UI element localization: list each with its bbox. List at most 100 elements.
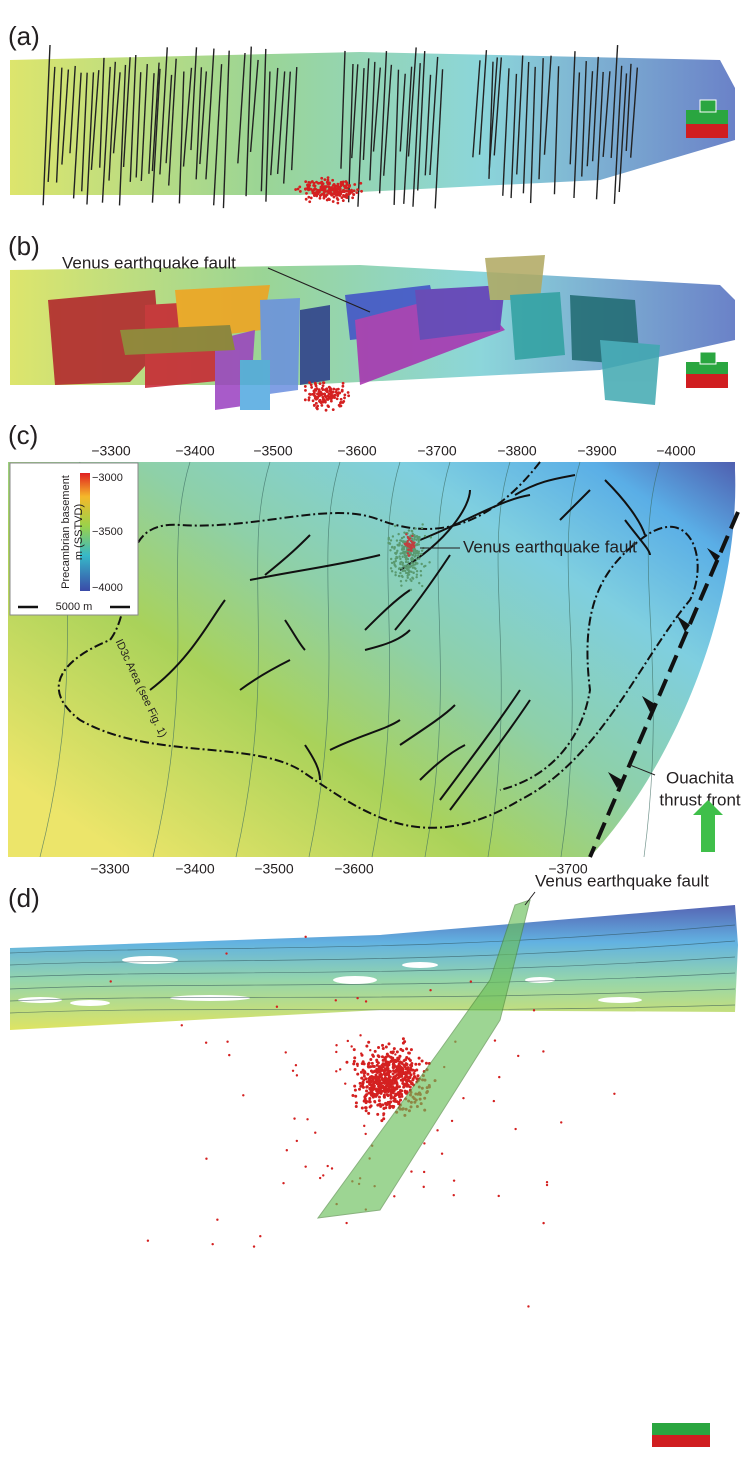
event xyxy=(400,584,402,586)
event xyxy=(322,381,325,384)
event xyxy=(386,1053,389,1056)
event xyxy=(354,1095,357,1098)
event xyxy=(414,527,416,529)
event xyxy=(389,1056,392,1059)
event xyxy=(436,1129,438,1131)
event xyxy=(362,1086,365,1089)
event xyxy=(368,1099,370,1101)
event xyxy=(323,193,326,196)
event xyxy=(410,580,412,582)
page: {"panels": [ {"label": "(a)"}, {"label":… xyxy=(0,0,748,1480)
event xyxy=(352,193,355,196)
event xyxy=(415,552,417,554)
event xyxy=(451,1120,453,1122)
event xyxy=(211,1243,213,1245)
event xyxy=(415,539,417,541)
event xyxy=(336,197,339,200)
event xyxy=(343,393,346,396)
event xyxy=(394,1100,397,1103)
event xyxy=(367,1065,370,1068)
event xyxy=(325,388,328,391)
figure: (a) (b) Venus earthquake fault (c) xyxy=(0,0,748,1480)
event xyxy=(327,198,330,201)
panel-label: (b) xyxy=(8,231,40,261)
event xyxy=(205,1042,207,1044)
event xyxy=(226,1041,228,1043)
colorbar-title: Precambrian basement xyxy=(60,475,72,589)
event xyxy=(423,1142,425,1144)
event xyxy=(332,408,335,411)
event xyxy=(371,1053,374,1056)
event xyxy=(327,190,330,193)
event xyxy=(339,402,342,405)
event xyxy=(410,589,412,591)
event xyxy=(345,1222,347,1224)
event xyxy=(395,1070,398,1073)
event xyxy=(321,396,324,399)
event xyxy=(514,1128,516,1130)
event xyxy=(304,385,307,388)
colorbar-tick: −3000 xyxy=(92,472,123,484)
event xyxy=(387,1072,390,1075)
event xyxy=(367,1041,370,1044)
event xyxy=(304,188,307,191)
orientation-cube xyxy=(652,1423,710,1447)
event xyxy=(378,1099,381,1102)
event xyxy=(110,980,112,982)
event xyxy=(335,999,337,1001)
event xyxy=(407,549,409,551)
event xyxy=(321,184,324,187)
event xyxy=(453,1179,455,1181)
event xyxy=(517,1055,519,1057)
event xyxy=(315,385,318,388)
event xyxy=(295,1064,297,1066)
event xyxy=(382,1062,385,1065)
event xyxy=(350,1045,352,1047)
event xyxy=(339,190,342,193)
event xyxy=(339,1068,341,1070)
event xyxy=(286,1149,288,1151)
event xyxy=(313,188,316,191)
event xyxy=(413,567,415,569)
event xyxy=(370,1094,373,1097)
event xyxy=(388,1104,391,1107)
event xyxy=(296,1140,298,1142)
event xyxy=(320,177,323,180)
axis-label: −3700 xyxy=(417,443,457,459)
event xyxy=(373,1093,376,1096)
panel-label: (c) xyxy=(8,420,38,450)
event xyxy=(387,542,389,544)
event xyxy=(416,574,418,576)
event xyxy=(407,542,409,544)
event xyxy=(384,1106,387,1109)
event xyxy=(335,1044,337,1046)
event xyxy=(410,1064,413,1067)
event xyxy=(430,536,432,538)
event xyxy=(441,1152,443,1154)
event xyxy=(404,1058,407,1061)
event xyxy=(307,188,310,191)
event xyxy=(305,192,308,195)
event xyxy=(330,400,333,403)
event xyxy=(358,1088,361,1091)
event xyxy=(398,542,400,544)
event xyxy=(339,192,342,195)
event xyxy=(331,179,334,182)
event xyxy=(310,386,313,389)
event xyxy=(360,1052,362,1054)
event xyxy=(493,1100,495,1102)
event xyxy=(392,535,394,537)
event xyxy=(382,1117,385,1120)
event xyxy=(359,182,362,185)
event xyxy=(335,1051,337,1053)
colorbar-tick: −3500 xyxy=(92,526,123,538)
event xyxy=(390,1089,393,1092)
event xyxy=(424,565,426,567)
event xyxy=(336,202,339,205)
event xyxy=(394,1093,397,1096)
event xyxy=(242,1094,244,1096)
event xyxy=(205,1158,207,1160)
event xyxy=(328,185,331,188)
event xyxy=(375,1076,378,1079)
event xyxy=(387,1042,390,1045)
